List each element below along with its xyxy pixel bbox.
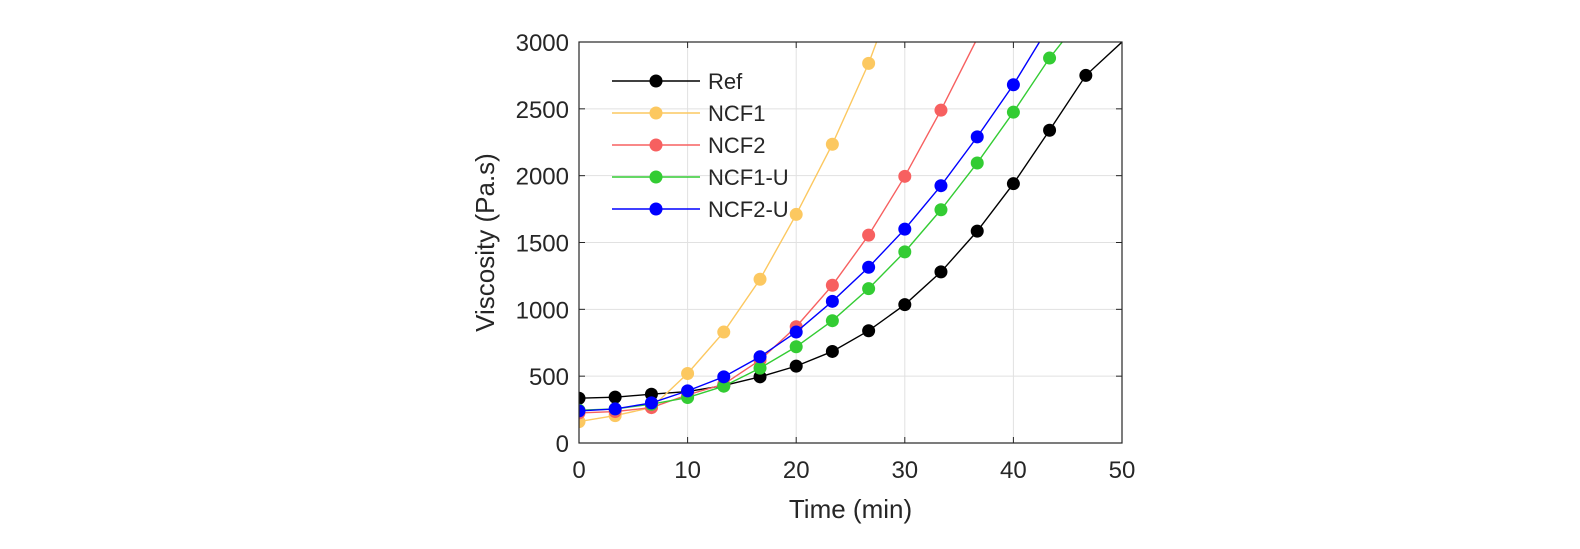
series-ncf1-u	[579, 42, 1063, 417]
legend-item: NCF1	[612, 101, 765, 126]
legend: Ref NCF1 NCF2 NCF1-U NCF2-U	[612, 69, 789, 222]
data-point	[1006, 78, 1020, 92]
data-point	[934, 265, 948, 279]
data-point	[717, 325, 731, 339]
data-point	[579, 391, 586, 405]
data-point	[898, 222, 912, 236]
data-point	[898, 245, 912, 259]
data-point	[579, 404, 586, 418]
data-point	[825, 314, 839, 328]
data-point	[862, 56, 876, 70]
data-point	[934, 203, 948, 217]
y-tick-label: 1000	[516, 297, 569, 324]
data-point	[644, 396, 658, 410]
data-point	[934, 103, 948, 117]
legend-item: NCF2	[612, 133, 765, 158]
data-point	[825, 344, 839, 358]
y-tick-label: 0	[556, 431, 569, 458]
legend-label: NCF2-U	[708, 197, 789, 222]
x-tick-label: 10	[674, 457, 701, 484]
data-point	[898, 298, 912, 312]
data-point	[825, 137, 839, 151]
data-point	[862, 260, 876, 274]
data-point	[970, 224, 984, 238]
data-point	[862, 282, 876, 296]
legend-item: NCF1-U	[612, 165, 789, 190]
legend-marker	[649, 106, 663, 120]
data-point	[681, 384, 695, 398]
series-ref	[579, 42, 1122, 405]
data-point	[970, 130, 984, 144]
data-point	[1006, 105, 1020, 119]
legend-label: NCF2	[708, 133, 765, 158]
data-point	[717, 370, 731, 384]
data-point	[789, 340, 803, 354]
x-axis-label: Time (min)	[789, 494, 912, 524]
series-ncf1	[579, 42, 878, 429]
data-point	[681, 366, 695, 380]
series-line	[579, 42, 1041, 412]
data-point	[934, 179, 948, 193]
data-point	[608, 390, 622, 404]
data-point	[753, 350, 767, 364]
data-point	[717, 379, 731, 393]
data-point	[608, 402, 622, 416]
series-ncf2-u	[579, 42, 1041, 418]
y-tick-label: 2500	[516, 97, 569, 124]
data-point	[1043, 123, 1057, 137]
legend-marker	[649, 202, 663, 216]
legend-item: NCF2-U	[612, 197, 789, 222]
data-point	[825, 294, 839, 308]
legend-label: Ref	[708, 69, 743, 94]
data-point	[753, 361, 767, 375]
data-point	[862, 324, 876, 338]
series-line	[579, 42, 1063, 411]
y-tick-label: 3000	[516, 30, 569, 57]
x-tick-label: 20	[783, 457, 810, 484]
legend-marker	[649, 170, 663, 184]
series-line	[579, 42, 878, 423]
data-point	[825, 278, 839, 292]
legend-label: NCF1-U	[708, 165, 789, 190]
series-group	[579, 42, 1122, 429]
x-tick-label: 30	[891, 457, 918, 484]
data-point	[1006, 177, 1020, 191]
legend-marker	[649, 74, 663, 88]
series-ncf2	[579, 42, 977, 420]
legend-item: Ref	[612, 69, 743, 94]
data-point	[862, 228, 876, 242]
y-axis-label: Viscosity (Pa.s)	[470, 153, 500, 332]
x-tick-label: 0	[572, 457, 585, 484]
y-tick-label: 2000	[516, 164, 569, 191]
y-tick-label: 1500	[516, 231, 569, 258]
x-tick-label: 40	[1000, 457, 1027, 484]
x-tick-label: 50	[1109, 457, 1136, 484]
series-line	[579, 42, 1122, 399]
data-point	[970, 156, 984, 170]
data-point	[753, 272, 767, 286]
data-point	[789, 207, 803, 221]
y-tick-label: 500	[529, 364, 569, 391]
data-point	[789, 359, 803, 373]
legend-label: NCF1	[708, 101, 765, 126]
data-point	[1079, 68, 1093, 82]
data-point	[1043, 51, 1057, 65]
data-point	[898, 169, 912, 183]
legend-marker	[649, 138, 663, 152]
data-point	[789, 325, 803, 339]
